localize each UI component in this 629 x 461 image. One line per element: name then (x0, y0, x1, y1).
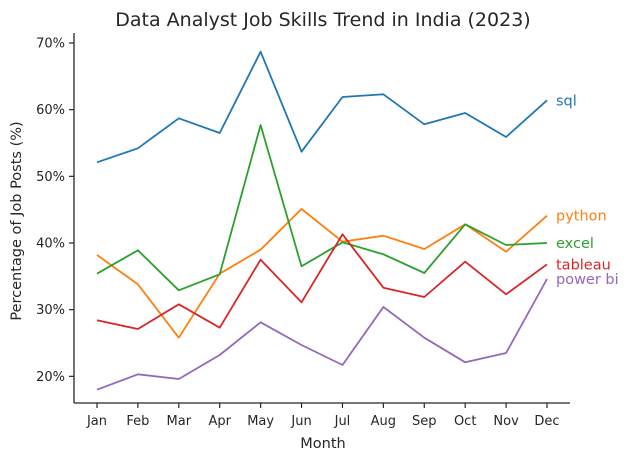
series-line-excel (96, 124, 548, 292)
series-line-tableau (96, 233, 548, 330)
y-tick-label: 30% (36, 303, 65, 318)
series-line-sql (96, 50, 548, 164)
y-tick-label: 60% (36, 103, 65, 118)
x-tick-label: Jun (290, 414, 311, 429)
x-tick-label: Nov (493, 414, 519, 429)
series-layer (96, 50, 548, 391)
x-axis-label: Month (300, 436, 345, 452)
series-line-power-bi (96, 278, 548, 391)
chart-title: Data Analyst Job Skills Trend in India (… (115, 9, 530, 31)
x-tick-label: Sep (412, 414, 437, 429)
x-tick-label: Oct (454, 414, 476, 429)
x-tick-label: Jul (334, 414, 351, 429)
series-label-excel: excel (556, 236, 594, 252)
series-line-python (96, 208, 548, 339)
x-tick-label: Jan (86, 414, 107, 429)
series-label-sql: sql (556, 93, 577, 109)
y-tick-label: 70% (36, 37, 65, 52)
x-tick-label: May (247, 414, 274, 429)
y-tick-label: 20% (36, 370, 65, 385)
y-axis-label: Percentage of Job Posts (%) (9, 121, 25, 320)
x-tick-label: Dec (534, 414, 559, 429)
y-tick-label: 40% (36, 237, 65, 252)
x-tick-label: Apr (208, 414, 231, 429)
x-tick-label: Mar (167, 414, 192, 429)
x-tick-label: Aug (371, 414, 396, 429)
series-label-python: python (556, 209, 607, 225)
x-tick-label: Feb (126, 414, 149, 429)
axes: 20% 30% 40% 50% 60% 70% Jan Feb Mar Apr May Jun Jul A… (36, 33, 570, 429)
series-label-power-bi: power bi (556, 272, 619, 288)
series-label-tableau: tableau (556, 257, 611, 273)
y-tick-label: 50% (36, 170, 65, 185)
